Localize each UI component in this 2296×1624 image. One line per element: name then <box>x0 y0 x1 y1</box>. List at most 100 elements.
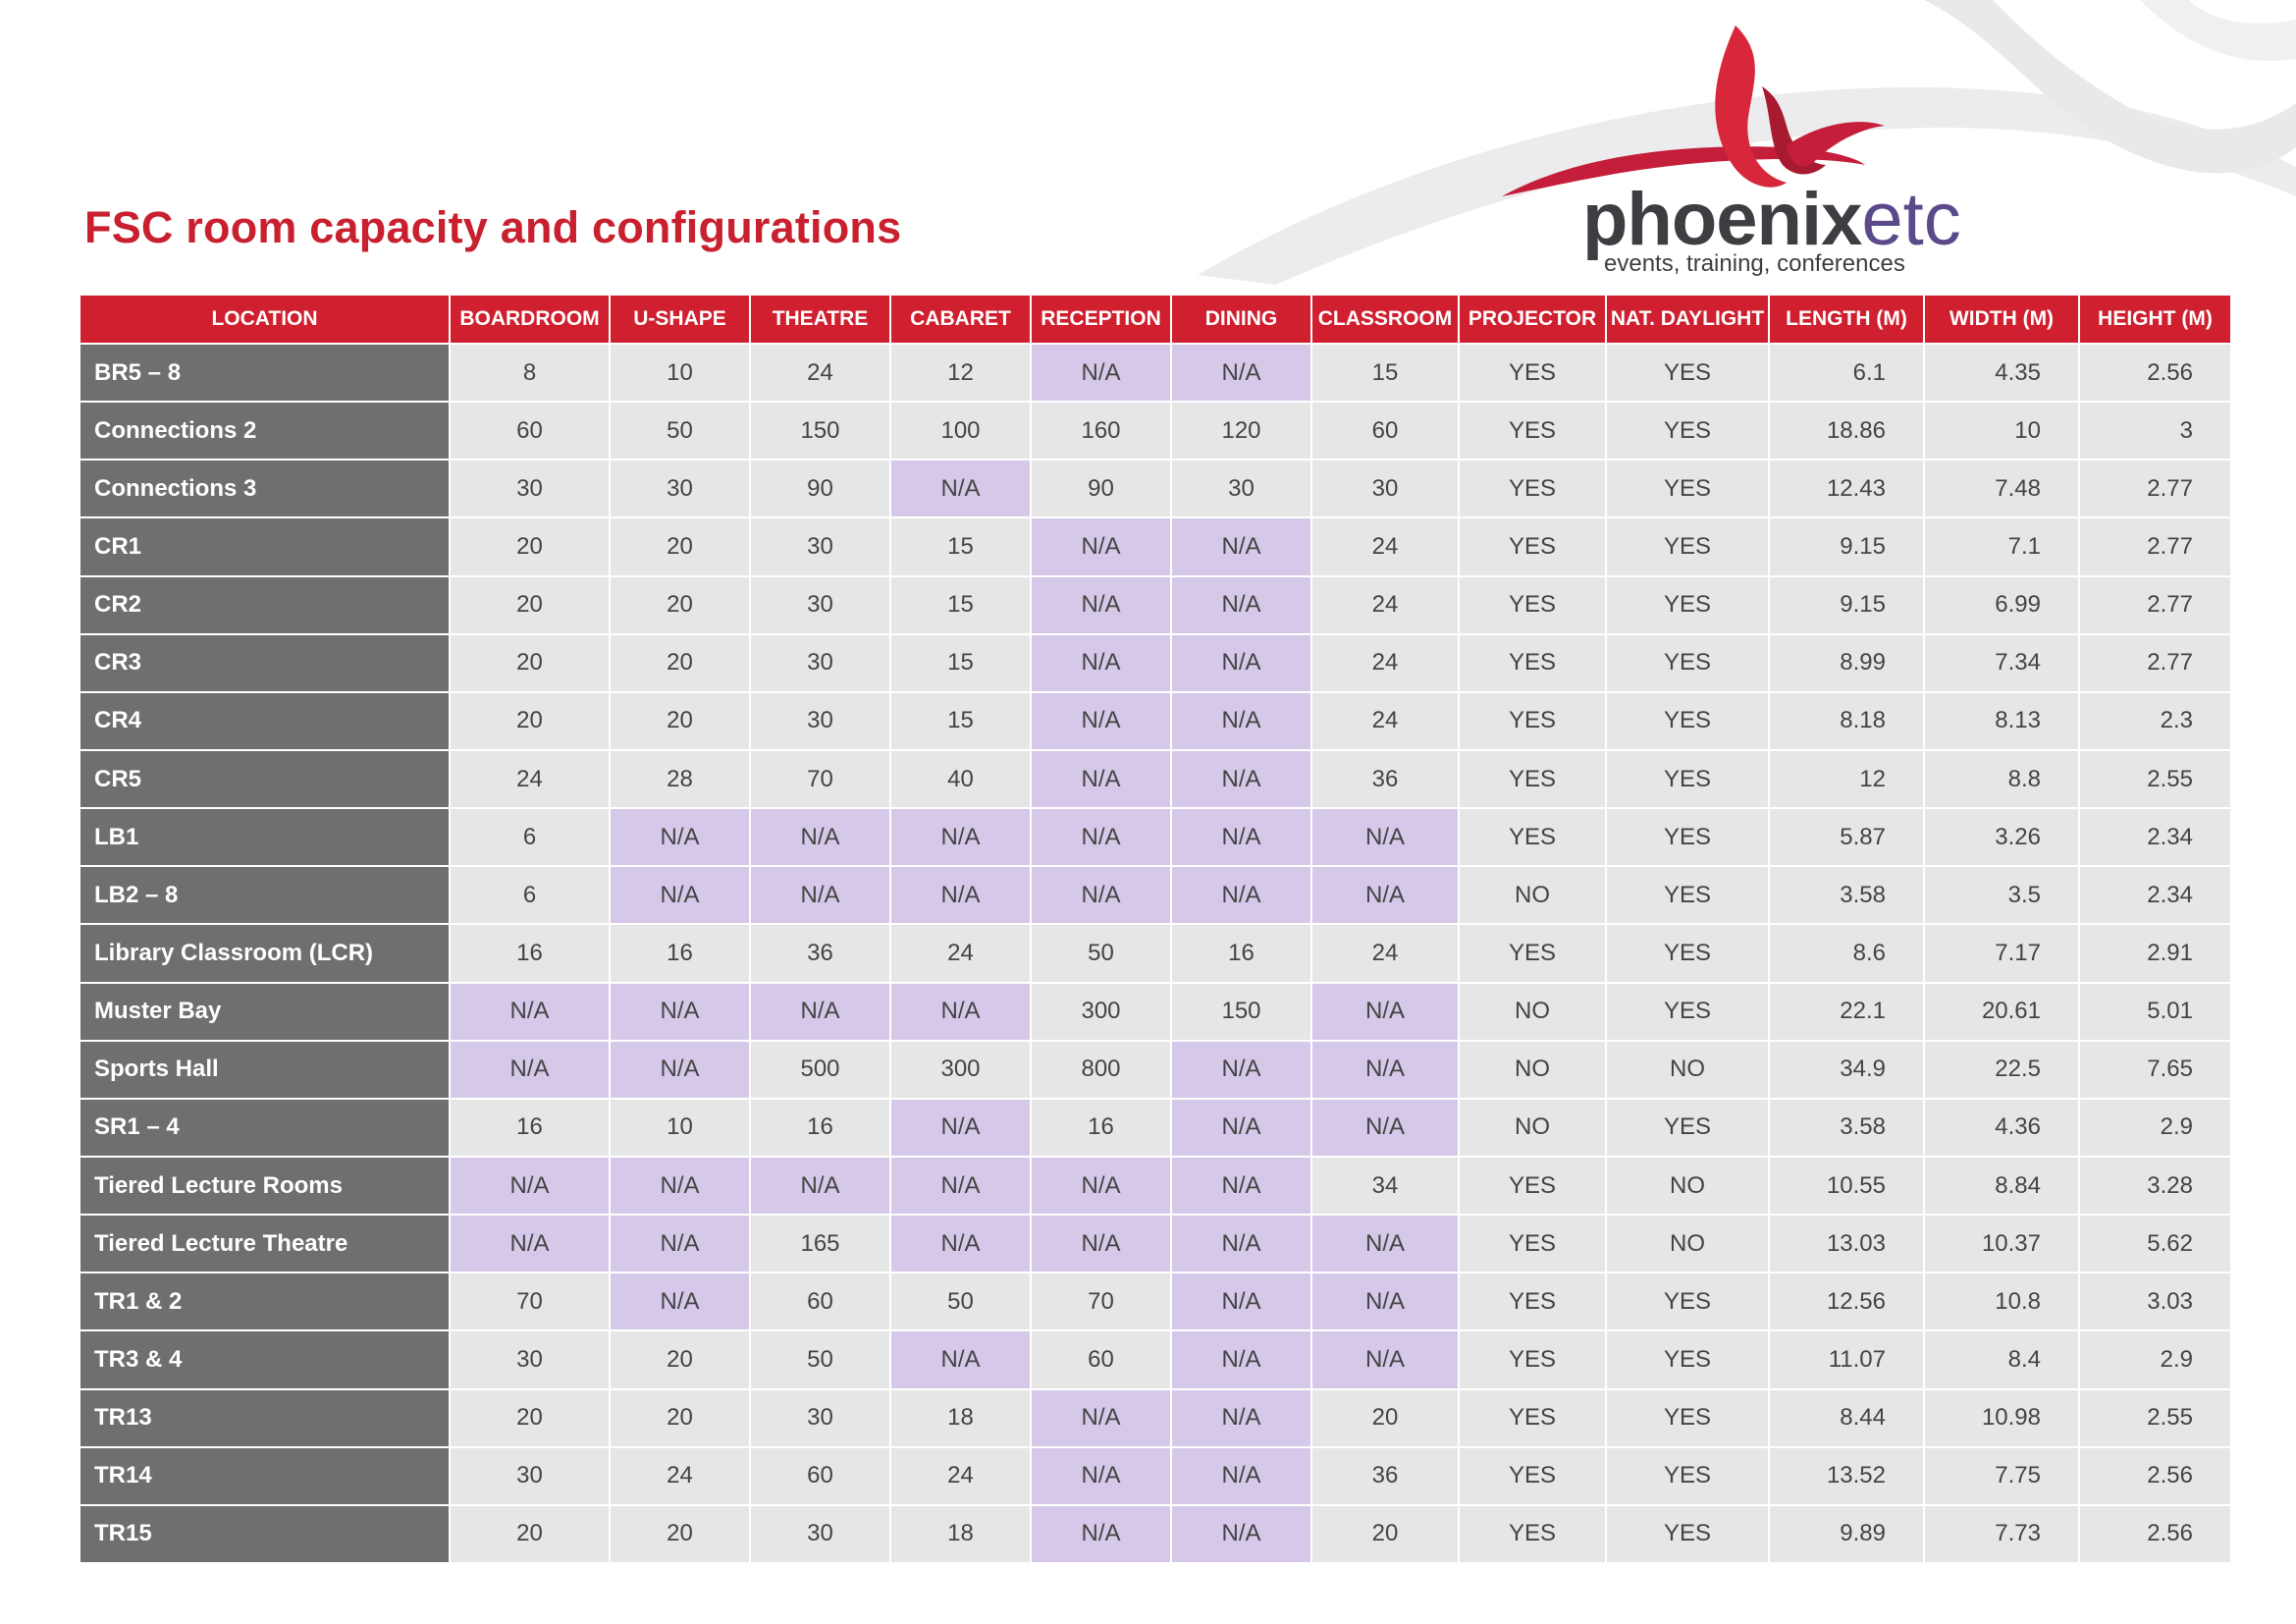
table-cell: N/A <box>1030 1445 1172 1506</box>
table-cell: 2.56 <box>2078 1503 2232 1565</box>
column-header: WIDTH (M) <box>1923 294 2080 345</box>
table-cell: 3.26 <box>1923 807 2080 868</box>
table-cell: 10 <box>609 342 751 404</box>
table-cell: 30 <box>749 1503 891 1565</box>
table-header-row: LOCATION BOARDROOM U-SHAPE THEATRE CABARET RE… <box>79 294 2232 345</box>
table-cell: N/A <box>1170 1503 1312 1565</box>
table-cell: 24 <box>1310 574 1460 635</box>
table-cell: 24 <box>889 923 1032 984</box>
table-cell: 34 <box>1310 1155 1460 1217</box>
table-cell: 2.34 <box>2078 865 2232 926</box>
table-cell: YES <box>1458 1329 1607 1390</box>
table-cell: 9.89 <box>1768 1503 1925 1565</box>
table-cell: 8.84 <box>1923 1155 2080 1217</box>
table-cell: 7.34 <box>1923 632 2080 693</box>
table-cell: N/A <box>1170 1387 1312 1448</box>
column-header: NAT. DAYLIGHT <box>1605 294 1770 345</box>
table-row: Connections 2 60 50 150 100 160 120 60 YES YES 18.… <box>79 401 2232 461</box>
table-cell: YES <box>1605 807 1770 868</box>
table-cell: N/A <box>1170 1272 1312 1332</box>
table-cell: 30 <box>449 1445 611 1506</box>
table-cell: 10.37 <box>1923 1214 2080 1274</box>
table-cell: N/A <box>1310 807 1460 868</box>
table-cell: 15 <box>889 690 1032 751</box>
table-cell: 18 <box>889 1503 1032 1565</box>
table-cell: N/A <box>1030 748 1172 810</box>
table-cell: 60 <box>449 401 611 461</box>
table-cell: 24 <box>609 1445 751 1506</box>
table-row: Muster Bay N/A N/A N/A N/A 300 150 N/A NO YES 22.1… <box>79 981 2232 1042</box>
table-row: LB1 6 N/A N/A N/A N/A N/A N/A YES YES 5.87 3.26 2.34 <box>79 807 2232 868</box>
table-cell: N/A <box>1310 1214 1460 1274</box>
table-cell: 20 <box>609 1329 751 1390</box>
table-cell: 36 <box>749 923 891 984</box>
table-cell: 8.18 <box>1768 690 1925 751</box>
table-cell: N/A <box>1170 690 1312 751</box>
table-cell: 70 <box>749 748 891 810</box>
table-cell: 18 <box>889 1387 1032 1448</box>
table-cell: 10.98 <box>1923 1387 2080 1448</box>
location-cell: Library Classroom (LCR) <box>79 923 451 984</box>
table-cell: 24 <box>1310 690 1460 751</box>
table-cell: NO <box>1605 1039 1770 1100</box>
table-cell: 300 <box>1030 981 1172 1042</box>
table-cell: 20 <box>609 1387 751 1448</box>
table-cell: 20 <box>449 516 611 577</box>
column-header: DINING <box>1170 294 1312 345</box>
table-cell: 3.58 <box>1768 865 1925 926</box>
table-cell: N/A <box>1030 807 1172 868</box>
table-cell: 7.1 <box>1923 516 2080 577</box>
table-cell: N/A <box>449 981 611 1042</box>
table-cell: 8.13 <box>1923 690 2080 751</box>
table-cell: N/A <box>1170 865 1312 926</box>
table-cell: N/A <box>609 981 751 1042</box>
table-cell: N/A <box>749 981 891 1042</box>
table-cell: 15 <box>889 574 1032 635</box>
table-cell: 90 <box>1030 459 1172 519</box>
table-cell: 10 <box>1923 401 2080 461</box>
table-cell: 3.28 <box>2078 1155 2232 1217</box>
table-cell: 30 <box>749 632 891 693</box>
table-cell: N/A <box>449 1155 611 1217</box>
table-cell: 20 <box>449 1503 611 1565</box>
table-cell: 3 <box>2078 401 2232 461</box>
table-cell: 7.73 <box>1923 1503 2080 1565</box>
table-cell: N/A <box>1030 342 1172 404</box>
table-cell: 8.4 <box>1923 1329 2080 1390</box>
table-cell: YES <box>1458 807 1607 868</box>
table-cell: 11.07 <box>1768 1329 1925 1390</box>
table-cell: 20 <box>449 632 611 693</box>
table-row: TR14 30 24 60 24 N/A N/A 36 YES YES 13.52 7.75 2.56 <box>79 1445 2232 1506</box>
table-cell: YES <box>1458 1387 1607 1448</box>
location-cell: Sports Hall <box>79 1039 451 1100</box>
table-cell: 50 <box>609 401 751 461</box>
table-cell: N/A <box>1170 574 1312 635</box>
table-cell: N/A <box>889 459 1032 519</box>
table-cell: 9.15 <box>1768 574 1925 635</box>
location-cell: LB1 <box>79 807 451 868</box>
table-cell: YES <box>1605 342 1770 404</box>
table-cell: 8 <box>449 342 611 404</box>
location-cell: CR2 <box>79 574 451 635</box>
table-cell: N/A <box>1310 1097 1460 1158</box>
table-cell: YES <box>1605 632 1770 693</box>
table-cell: 13.03 <box>1768 1214 1925 1274</box>
table-cell: 2.34 <box>2078 807 2232 868</box>
location-cell: LB2 – 8 <box>79 865 451 926</box>
table-cell: 20 <box>609 1503 751 1565</box>
table-cell: 36 <box>1310 1445 1460 1506</box>
table-cell: 24 <box>889 1445 1032 1506</box>
table-cell: 2.56 <box>2078 342 2232 404</box>
table-cell: 800 <box>1030 1039 1172 1100</box>
table-cell: YES <box>1458 1272 1607 1332</box>
logo-wordmark: phoenixetc <box>1582 183 1961 257</box>
table-cell: YES <box>1605 1387 1770 1448</box>
table-cell: YES <box>1605 516 1770 577</box>
table-cell: N/A <box>889 865 1032 926</box>
column-header: U-SHAPE <box>609 294 751 345</box>
table-cell: N/A <box>1170 342 1312 404</box>
table-row: Tiered Lecture Theatre N/A N/A 165 N/A N/A N/A… <box>79 1214 2232 1274</box>
table-cell: 16 <box>1170 923 1312 984</box>
location-cell: TR15 <box>79 1503 451 1565</box>
table-cell: 15 <box>889 516 1032 577</box>
